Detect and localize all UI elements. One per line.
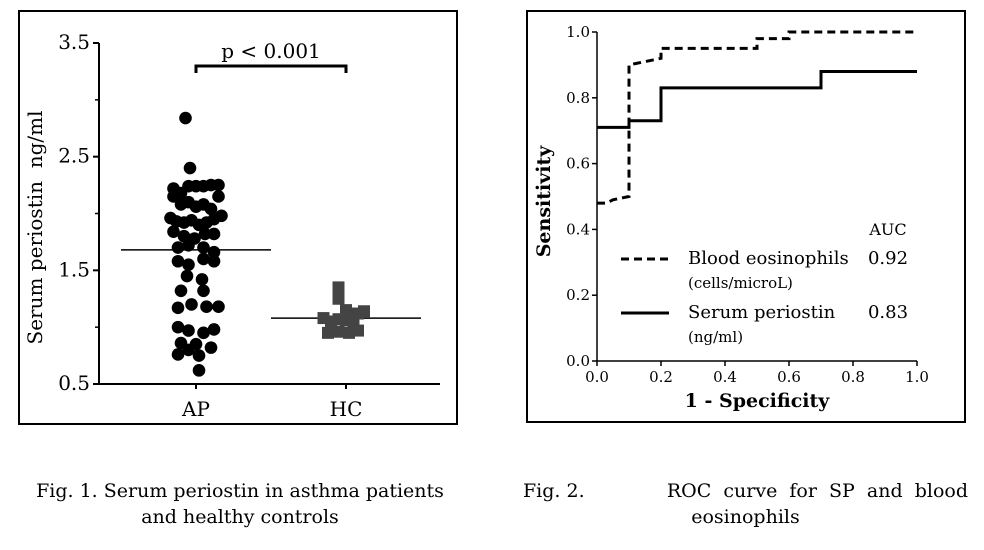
x-axis-title: 1 - Specificity <box>685 390 831 412</box>
data-point-ap <box>183 161 197 175</box>
data-point-ap <box>171 320 185 334</box>
legend-auc-value: 0.92 <box>868 248 908 269</box>
data-point-ap <box>212 178 225 192</box>
data-point-ap <box>207 323 221 336</box>
data-point-ap <box>192 364 206 377</box>
y-tick-label: 0.4 <box>566 220 590 238</box>
y-tick-label: 1.0 <box>566 23 590 41</box>
y-tick-label: 0.0 <box>566 352 590 370</box>
y-axis-title: Serum periostin ng/ml <box>23 110 47 344</box>
y-tick-label: 3.5 <box>58 30 90 54</box>
y-tick-label: 0.8 <box>566 89 590 107</box>
y-tick-label: 0.6 <box>566 155 590 173</box>
data-point-hc <box>332 292 345 305</box>
x-tick-label: 0.6 <box>777 368 801 386</box>
data-point-ap <box>171 348 185 361</box>
y-tick-label: 2.5 <box>58 144 90 168</box>
data-point-ap <box>212 190 225 203</box>
y-axis-title: Sensitivity <box>533 145 555 258</box>
figure-2-caption-label: Fig. 2. <box>523 480 585 502</box>
x-tick-label: 1.0 <box>905 368 929 386</box>
data-point-ap <box>171 254 185 268</box>
figure-1-panel: 3.5 2.5 1.5 0.5 AP HC Serum periostin ng/ml p <… <box>18 10 458 425</box>
legend-auc-header: AUC <box>868 220 906 239</box>
data-point-ap <box>167 190 180 203</box>
legend-unit: (cells/microL) <box>688 274 793 292</box>
y-tick-label: 0.2 <box>566 286 590 304</box>
data-point-ap <box>197 241 210 254</box>
data-point-hc <box>347 315 360 328</box>
data-point-ap <box>174 284 188 298</box>
data-point-ap <box>171 241 185 254</box>
roc-line-blood-eosinophils <box>597 30 917 205</box>
data-point-ap <box>207 245 221 259</box>
data-point-ap <box>171 301 185 315</box>
significance-label: p < 0.001 <box>221 39 321 63</box>
data-point-ap <box>207 227 221 241</box>
y-tick-label: 1.5 <box>58 257 90 281</box>
x-tick-label: 0.0 <box>585 368 609 386</box>
data-point-ap <box>195 273 209 286</box>
data-point-hc <box>352 324 364 337</box>
data-point-ap <box>197 326 210 340</box>
x-tick-label: 0.2 <box>649 368 673 386</box>
data-point-hc <box>332 325 345 338</box>
data-point-ap <box>207 254 221 268</box>
data-point-ap <box>179 111 192 125</box>
data-point-ap <box>204 341 218 354</box>
dot-plot-chart: 3.5 2.5 1.5 0.5 AP HC Serum periostin ng/ml p <… <box>23 30 440 421</box>
data-point-ap <box>180 269 194 283</box>
data-point-ap <box>215 209 228 223</box>
x-tick-label: 0.4 <box>713 368 737 386</box>
figure-1-caption-line1: Fig. 1. Serum periostin in asthma patien… <box>36 480 444 502</box>
data-point-ap <box>182 258 195 271</box>
roc-line-serum-periostin <box>597 70 917 129</box>
data-point-hc <box>340 304 352 317</box>
data-point-ap <box>182 324 195 337</box>
figure-2-caption: Fig. 2. ROC curve for SP and blood eosin… <box>523 478 968 530</box>
data-point-ap <box>197 252 210 266</box>
figure-2-caption-line2: eosinophils <box>691 506 800 528</box>
y-tick-label: 0.5 <box>58 371 90 395</box>
data-point-hc <box>332 281 345 294</box>
data-point-ap <box>192 349 206 362</box>
figure-2-caption-line1: ROC curve for SP and blood <box>666 480 968 502</box>
legend-auc-value: 0.83 <box>868 302 908 323</box>
figure-1-caption-line2: and healthy controls <box>141 506 339 528</box>
x-tick-label: 0.8 <box>841 368 865 386</box>
data-point-ap <box>204 202 218 216</box>
data-point-ap <box>182 239 195 252</box>
roc-chart: 0.0 0.2 0.4 0.6 0.8 1.0 0.0 0.2 0.4 0.6 0.8 1.0 1 - … <box>533 23 929 412</box>
data-point-hc <box>322 326 334 339</box>
data-point-ap <box>182 343 195 357</box>
figure-1-caption: Fig. 1. Serum periostin in asthma patien… <box>15 478 465 530</box>
legend-unit: (ng/ml) <box>688 328 743 346</box>
data-point-ap <box>212 300 225 314</box>
significance-bracket <box>194 64 348 73</box>
data-point-hc <box>358 305 370 318</box>
data-point-ap <box>167 225 180 238</box>
figure-2-panel: 0.0 0.2 0.4 0.6 0.8 1.0 0.0 0.2 0.4 0.6 0.8 1.0 1 - … <box>526 10 966 423</box>
x-tick-label-hc: HC <box>330 397 363 421</box>
legend-label: Serum periostin <box>688 302 836 323</box>
legend-label: Blood eosinophils <box>688 248 849 269</box>
data-point-ap <box>185 298 198 311</box>
data-point-ap <box>200 300 213 314</box>
data-point-ap <box>197 284 210 298</box>
x-tick-label-ap: AP <box>181 397 210 421</box>
data-point-ap <box>198 227 212 241</box>
